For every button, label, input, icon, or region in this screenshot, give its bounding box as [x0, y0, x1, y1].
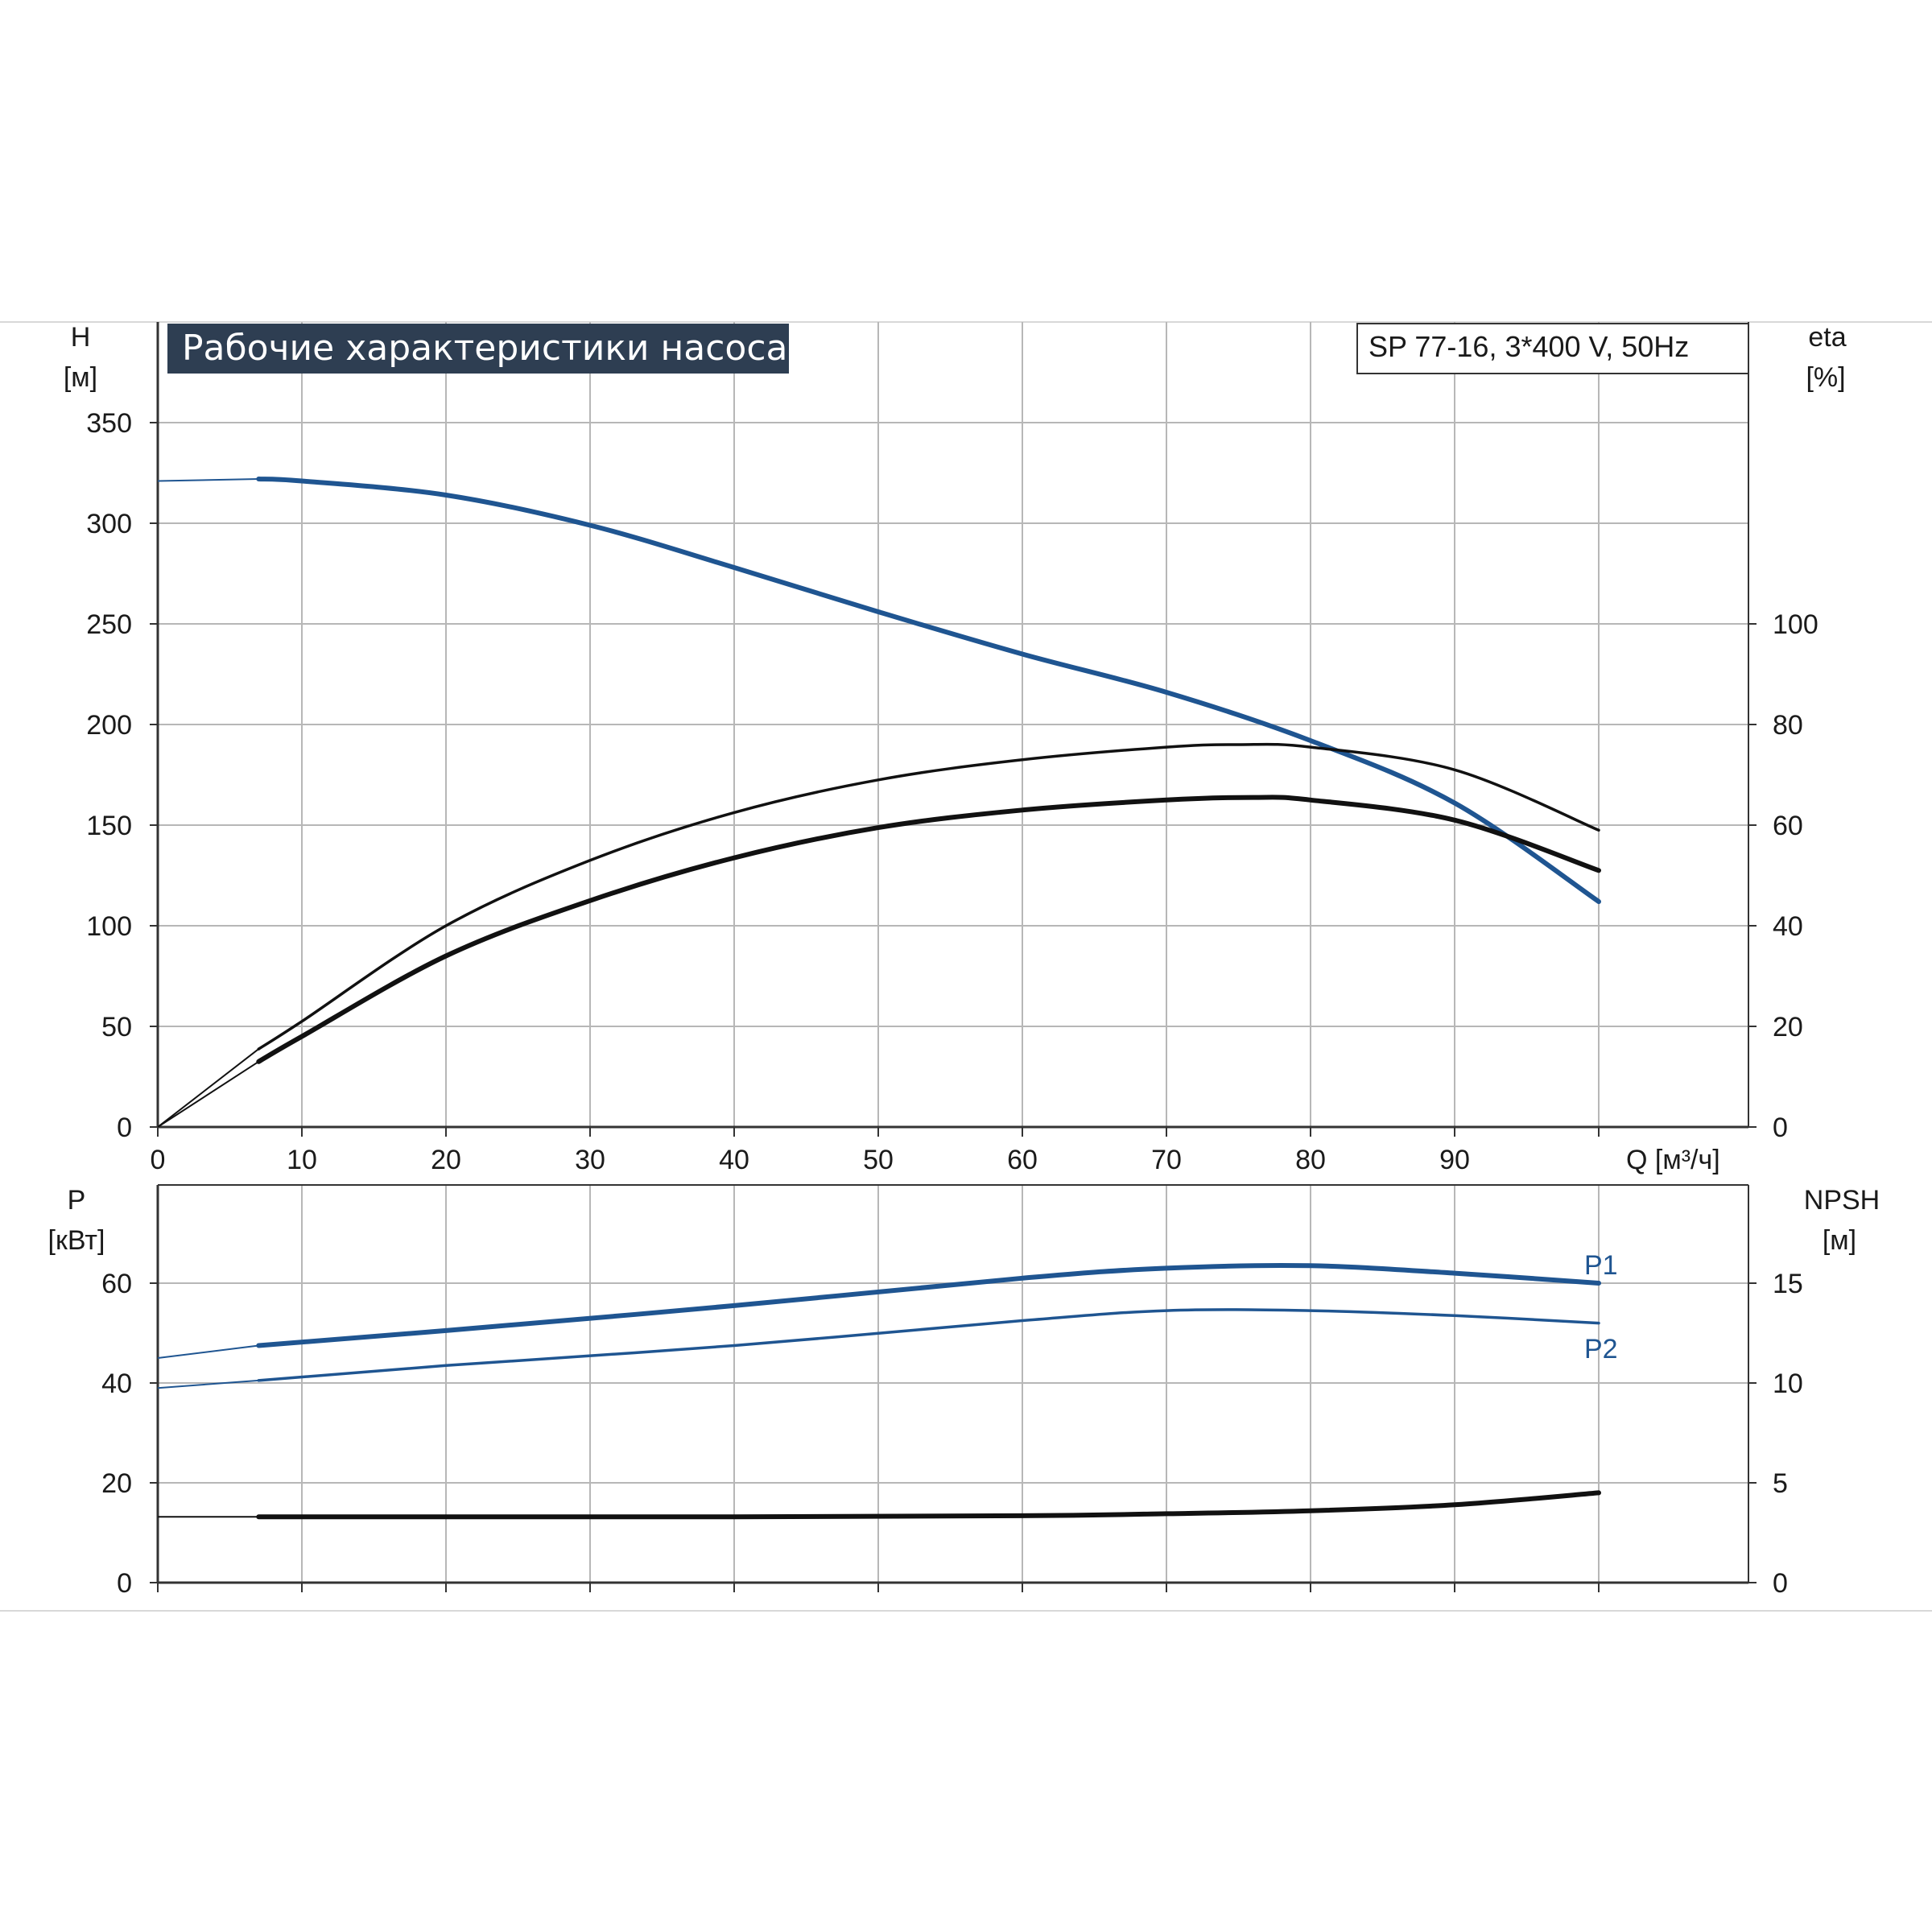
series-label-p1: P1	[1584, 1250, 1618, 1281]
y2-tick-label: 60	[1773, 811, 1803, 841]
y2-axis-unit-eta: [%]	[1806, 362, 1845, 393]
x-tick-label: 0	[151, 1145, 166, 1175]
curve-series-0	[256, 477, 1601, 904]
y2-axis-label-npsh: NPSH	[1804, 1185, 1880, 1216]
y2-tick-label: 10	[1773, 1368, 1803, 1399]
curve-series-2	[256, 795, 1601, 1064]
y-tick-label: 0	[117, 1568, 132, 1599]
y2-tick-label: 80	[1773, 710, 1803, 741]
model-box	[1356, 323, 1749, 374]
lower-plot-curves	[157, 1262, 1601, 1520]
y2-tick-label: 100	[1773, 609, 1818, 640]
x-tick-label: 70	[1151, 1145, 1182, 1175]
curve-series-0	[256, 1262, 1601, 1348]
upper-plot-tick-labels: 0 50 100 150 200 250 300 350 0 20 40 60 80 100 0 10 20 30…	[86, 408, 1818, 1175]
series-label-p2: P2	[1584, 1334, 1618, 1364]
y2-tick-label: 0	[1773, 1568, 1788, 1599]
x-tick-label: 80	[1295, 1145, 1326, 1175]
curve-series-1-extension	[157, 1048, 259, 1128]
y-tick-label: 150	[86, 811, 132, 841]
y-axis-label-h: H	[71, 322, 91, 353]
y-tick-label: 50	[101, 1012, 132, 1042]
y-tick-label: 20	[101, 1468, 132, 1499]
y-tick-label: 300	[86, 509, 132, 539]
curve-series-2-extension	[157, 1060, 259, 1128]
curve-series-1	[257, 742, 1600, 1051]
x-tick-label: 40	[719, 1145, 749, 1175]
y-axis-label-p: P	[68, 1185, 86, 1216]
y-tick-label: 0	[117, 1113, 132, 1143]
y2-tick-label: 5	[1773, 1468, 1788, 1499]
y-tick-label: 40	[101, 1368, 132, 1399]
y2-tick-label: 20	[1773, 1012, 1803, 1042]
y2-axis-label-eta: eta	[1808, 322, 1846, 353]
y-tick-label: 250	[86, 609, 132, 640]
x-tick-label: 60	[1007, 1145, 1038, 1175]
y-tick-label: 60	[101, 1269, 132, 1299]
x-tick-label: 30	[575, 1145, 605, 1175]
x-tick-label: 20	[431, 1145, 461, 1175]
curve-series-1-extension	[157, 1379, 259, 1389]
x-tick-label: 90	[1439, 1145, 1470, 1175]
x-axis-label-q: Q [м³/ч]	[1626, 1145, 1720, 1175]
x-tick-label: 10	[287, 1145, 317, 1175]
curve-series-0-extension	[157, 1344, 259, 1359]
chart-title-box	[167, 324, 789, 374]
y-axis-unit-p: [кВт]	[48, 1225, 105, 1256]
lower-plot-tick-labels: 0 20 40 60 0 5 10 15	[101, 1269, 1803, 1599]
y-tick-label: 100	[86, 911, 132, 942]
curve-series-0-extension	[157, 478, 259, 482]
y-axis-unit-h: [м]	[64, 362, 97, 393]
y2-tick-label: 15	[1773, 1269, 1803, 1299]
y2-tick-label: 0	[1773, 1113, 1788, 1143]
x-tick-label: 50	[863, 1145, 894, 1175]
curve-series-2	[256, 1490, 1601, 1520]
y-tick-label: 350	[86, 408, 132, 439]
upper-plot-grid	[156, 322, 1749, 1129]
chart-title: Рабочие характеристики насоса	[182, 328, 787, 369]
upper-plot-curves	[157, 477, 1601, 1128]
y2-axis-unit-npsh: [м]	[1823, 1225, 1856, 1256]
curve-series-1	[257, 1308, 1600, 1382]
model-label: SP 77-16, 3*400 V, 50Hz	[1368, 330, 1689, 363]
y-tick-label: 200	[86, 710, 132, 741]
y2-tick-label: 40	[1773, 911, 1803, 942]
